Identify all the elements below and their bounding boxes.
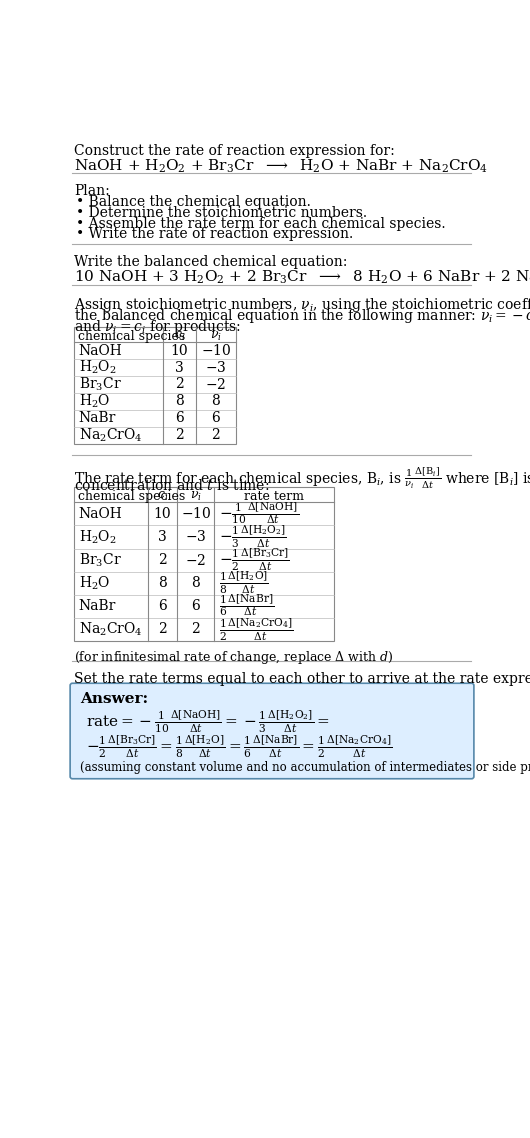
Text: 10 NaOH + 3 H$_2$O$_2$ + 2 Br$_3$Cr  $\longrightarrow$  8 H$_2$O + 6 NaBr + 2 Na: 10 NaOH + 3 H$_2$O$_2$ + 2 Br$_3$Cr $\lo… [74,269,530,286]
Text: 2: 2 [191,622,200,636]
Text: the balanced chemical equation in the following manner: $\nu_i = -c_i$ for react: the balanced chemical equation in the fo… [74,307,530,324]
Text: Na$_2$CrO$_4$: Na$_2$CrO$_4$ [78,427,142,444]
Text: $\frac{1}{6}\frac{\Delta[\mathrm{NaBr}]}{\Delta t}$: $\frac{1}{6}\frac{\Delta[\mathrm{NaBr}]}… [219,593,275,619]
Text: 2: 2 [211,428,220,443]
Text: 2: 2 [158,553,167,567]
Text: (assuming constant volume and no accumulation of intermediates or side products): (assuming constant volume and no accumul… [80,761,530,774]
Text: H$_2$O: H$_2$O [78,575,110,592]
Text: 3: 3 [158,530,167,544]
Text: $-2$: $-2$ [205,377,226,391]
Text: • Write the rate of reaction expression.: • Write the rate of reaction expression. [76,228,353,241]
Text: H$_2$O$_2$: H$_2$O$_2$ [78,528,116,545]
Text: 6: 6 [175,411,184,426]
Text: NaOH: NaOH [78,344,122,357]
Text: $\frac{1}{8}\frac{\Delta[\mathrm{H_2O}]}{\Delta t}$: $\frac{1}{8}\frac{\Delta[\mathrm{H_2O}]}… [219,570,269,596]
Text: 3: 3 [175,361,184,374]
Text: $\frac{1}{2}\frac{\Delta[\mathrm{Na_2CrO_4}]}{\Delta t}$: $\frac{1}{2}\frac{\Delta[\mathrm{Na_2CrO… [219,616,294,643]
Text: NaOH: NaOH [78,506,122,521]
Text: • Balance the chemical equation.: • Balance the chemical equation. [76,195,311,209]
Text: 6: 6 [191,600,200,613]
Text: Write the balanced chemical equation:: Write the balanced chemical equation: [74,255,347,270]
Text: $-\frac{1}{3}\frac{\Delta[\mathrm{H_2O_2}]}{\Delta t}$: $-\frac{1}{3}\frac{\Delta[\mathrm{H_2O_2… [219,523,287,550]
Text: $-10$: $-10$ [201,344,231,358]
Text: The rate term for each chemical species, B$_i$, is $\frac{1}{\nu_i}\frac{\Delta[: The rate term for each chemical species,… [74,465,530,490]
Bar [74,487,334,641]
Text: (for infinitesimal rate of change, replace $\Delta$ with $d$): (for infinitesimal rate of change, repla… [74,649,394,666]
Text: NaBr: NaBr [78,600,116,613]
Text: Br$_3$Cr: Br$_3$Cr [78,376,121,394]
Text: $-2$: $-2$ [185,553,206,568]
Text: NaOH + H$_2$O$_2$ + Br$_3$Cr  $\longrightarrow$  H$_2$O + NaBr + Na$_2$CrO$_4$: NaOH + H$_2$O$_2$ + Br$_3$Cr $\longright… [74,157,488,175]
Text: 6: 6 [158,600,167,613]
Text: 2: 2 [158,622,167,636]
Text: 2: 2 [175,378,184,391]
Text: $-3$: $-3$ [205,360,226,376]
Text: H$_2$O$_2$: H$_2$O$_2$ [78,358,116,377]
Text: $\mathrm{rate} = -\frac{1}{10}\frac{\Delta[\mathrm{NaOH}]}{\Delta t} = -\frac{1}: $\mathrm{rate} = -\frac{1}{10}\frac{\Del… [86,709,330,735]
Text: Na$_2$CrO$_4$: Na$_2$CrO$_4$ [78,620,142,638]
Text: 10: 10 [171,344,188,357]
Text: $-3$: $-3$ [185,529,206,544]
Text: • Assemble the rate term for each chemical species.: • Assemble the rate term for each chemic… [76,216,445,231]
Bar [74,327,236,444]
Text: $-\frac{1}{10}\frac{\Delta[\mathrm{NaOH}]}{\Delta t}$: $-\frac{1}{10}\frac{\Delta[\mathrm{NaOH}… [219,501,299,527]
Text: NaBr: NaBr [78,411,116,426]
Text: $\nu_i$: $\nu_i$ [190,490,201,503]
Text: $c_i$: $c_i$ [157,490,168,503]
Text: 6: 6 [211,411,220,426]
Text: Answer:: Answer: [80,692,148,706]
Text: and $\nu_i = c_i$ for products:: and $\nu_i = c_i$ for products: [74,318,241,336]
Text: 8: 8 [158,576,167,591]
Text: 8: 8 [175,395,184,409]
Text: Br$_3$Cr: Br$_3$Cr [78,551,121,569]
Text: Plan:: Plan: [74,183,110,198]
Text: 8: 8 [211,395,220,409]
Text: H$_2$O: H$_2$O [78,393,110,410]
FancyBboxPatch shape [70,683,474,778]
Text: $-10$: $-10$ [181,506,211,521]
Text: chemical species: chemical species [78,330,185,343]
Text: $-\frac{1}{2}\frac{\Delta[\mathrm{Br_3Cr}]}{\Delta t} = \frac{1}{8}\frac{\Delta[: $-\frac{1}{2}\frac{\Delta[\mathrm{Br_3Cr… [86,733,393,760]
Text: 10: 10 [154,506,171,521]
Text: Construct the rate of reaction expression for:: Construct the rate of reaction expressio… [74,145,395,158]
Text: 2: 2 [175,428,184,443]
Text: • Determine the stoichiometric numbers.: • Determine the stoichiometric numbers. [76,206,367,220]
Text: Assign stoichiometric numbers, $\nu_i$, using the stoichiometric coefficients, $: Assign stoichiometric numbers, $\nu_i$, … [74,296,530,314]
Text: rate term: rate term [244,490,304,503]
Text: 8: 8 [191,576,200,591]
Text: $c_i$: $c_i$ [174,330,185,343]
Text: $\nu_i$: $\nu_i$ [210,330,222,343]
Text: $-\frac{1}{2}\frac{\Delta[\mathrm{Br_3Cr}]}{\Delta t}$: $-\frac{1}{2}\frac{\Delta[\mathrm{Br_3Cr… [219,547,290,574]
Text: concentration and $t$ is time:: concentration and $t$ is time: [74,478,269,493]
Text: chemical species: chemical species [78,490,185,503]
Text: Set the rate terms equal to each other to arrive at the rate expression:: Set the rate terms equal to each other t… [74,671,530,686]
